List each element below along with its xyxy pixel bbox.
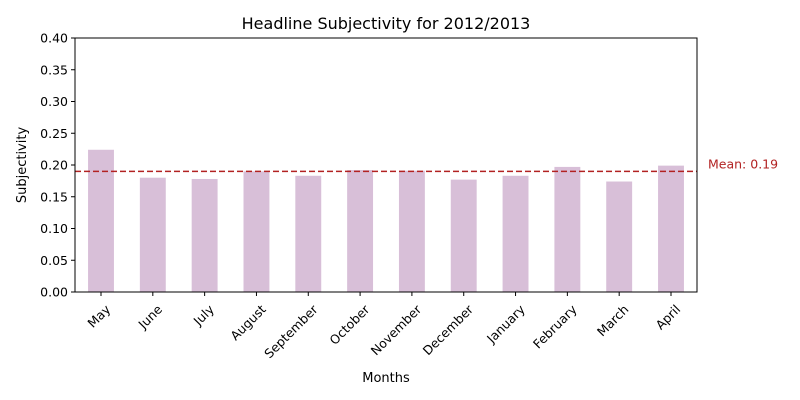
y-tick-label: 0.20	[40, 158, 68, 173]
plot-frame	[74, 37, 698, 293]
x-tick-label: January	[483, 301, 528, 346]
chart-title: Headline Subjectivity for 2012/2013	[242, 14, 531, 33]
y-tick-label: 0.25	[40, 126, 68, 141]
x-tick-label: March	[594, 302, 632, 340]
bars	[88, 149, 684, 292]
bar-december	[450, 179, 477, 292]
bar-april	[658, 165, 684, 292]
y-axis-ticks: 0.00 0.05 0.10 0.15 0.20 0.25 0.30 0.35 0.40	[40, 31, 75, 300]
bar-september	[295, 175, 322, 292]
y-tick-label: 0.15	[40, 189, 68, 204]
bar-february	[554, 166, 581, 292]
x-tick-label: November	[368, 301, 425, 358]
y-tick-label: 0.40	[40, 31, 68, 46]
bar-march	[606, 181, 633, 292]
x-tick-label: July	[190, 301, 218, 329]
bar-october	[347, 170, 374, 292]
y-tick-label: 0.10	[40, 221, 68, 236]
y-tick-label: 0.30	[40, 94, 68, 109]
x-tick-label: May	[84, 301, 113, 330]
bar-july	[191, 178, 218, 292]
bar-november	[398, 170, 425, 292]
y-tick-label: 0.05	[40, 253, 68, 268]
bar-may	[88, 149, 114, 292]
bar-june	[139, 177, 166, 292]
x-tick-label: June	[135, 301, 166, 332]
y-tick-label: 0.35	[40, 62, 68, 77]
x-tick-label: October	[326, 301, 373, 348]
x-tick-label: August	[227, 302, 269, 344]
bar-august	[243, 171, 270, 292]
y-axis-label: Subjectivity	[15, 127, 30, 204]
bar-january	[502, 175, 529, 292]
mean-line-group: Mean: 0.19	[75, 156, 778, 173]
x-tick-label: February	[530, 301, 580, 351]
x-axis-label: Months	[362, 371, 410, 386]
mean-label: Mean: 0.19	[708, 156, 778, 171]
x-tick-label: September	[261, 301, 321, 361]
x-tick-label: April	[652, 302, 683, 333]
y-tick-label: 0.00	[40, 285, 68, 300]
x-tick-label: December	[420, 301, 477, 358]
